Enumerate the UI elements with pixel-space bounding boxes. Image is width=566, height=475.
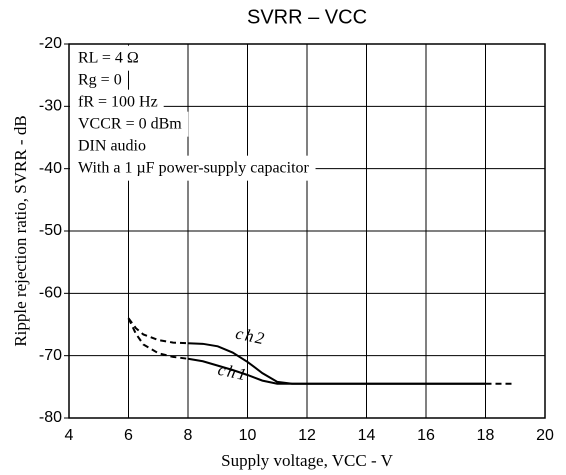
x-tick-label: 18: [477, 427, 495, 444]
y-tick-label: -40: [39, 160, 62, 177]
annotation: Rg = 0: [78, 72, 122, 89]
y-tick-label: -70: [39, 347, 62, 364]
x-tick-label: 10: [239, 427, 257, 444]
annotation-bg: [70, 155, 316, 181]
annotation: VCCR = 0 dBm: [78, 116, 182, 133]
y-tick-label: -60: [39, 285, 62, 302]
x-tick-label: 8: [184, 427, 193, 444]
annotation-bg: [70, 89, 164, 115]
plot-frame: [68, 43, 546, 419]
x-tick-label: 6: [124, 427, 133, 444]
y-tick-label: -50: [39, 222, 62, 239]
line: [187, 357, 486, 385]
series-label: ch2: [234, 324, 268, 349]
y-tick-label: -30: [39, 98, 62, 115]
x-tick-label: 14: [358, 427, 376, 444]
annotation: RL = 4 Ω: [78, 50, 139, 67]
x-tick-label: 20: [536, 427, 554, 444]
chart-title: SVRR – VCC: [247, 6, 367, 28]
x-tick-label: 12: [298, 427, 316, 444]
line: [127, 317, 189, 345]
x-axis-label: Supply voltage, VCC - V: [221, 451, 393, 470]
annotation: DIN audio: [78, 138, 146, 155]
annotation-bg: [70, 133, 152, 159]
series-label: ch1: [216, 360, 250, 385]
line: [127, 317, 189, 360]
annotation: With a 1 µF power-supply capacitor: [78, 160, 310, 177]
annotation-bg: [70, 111, 189, 137]
annotation-bg: [70, 67, 128, 93]
y-axis-label: Ripple rejection ratio, SVRR - dB: [11, 115, 30, 346]
annotation: fR = 100 Hz: [78, 94, 158, 111]
annotation-box: [70, 45, 316, 181]
y-tick-label: -20: [39, 35, 62, 52]
annotation-bg: [70, 45, 145, 71]
x-tick-label: 16: [417, 427, 435, 444]
x-tick-label: 4: [65, 427, 74, 444]
y-tick-label: -80: [39, 409, 62, 426]
